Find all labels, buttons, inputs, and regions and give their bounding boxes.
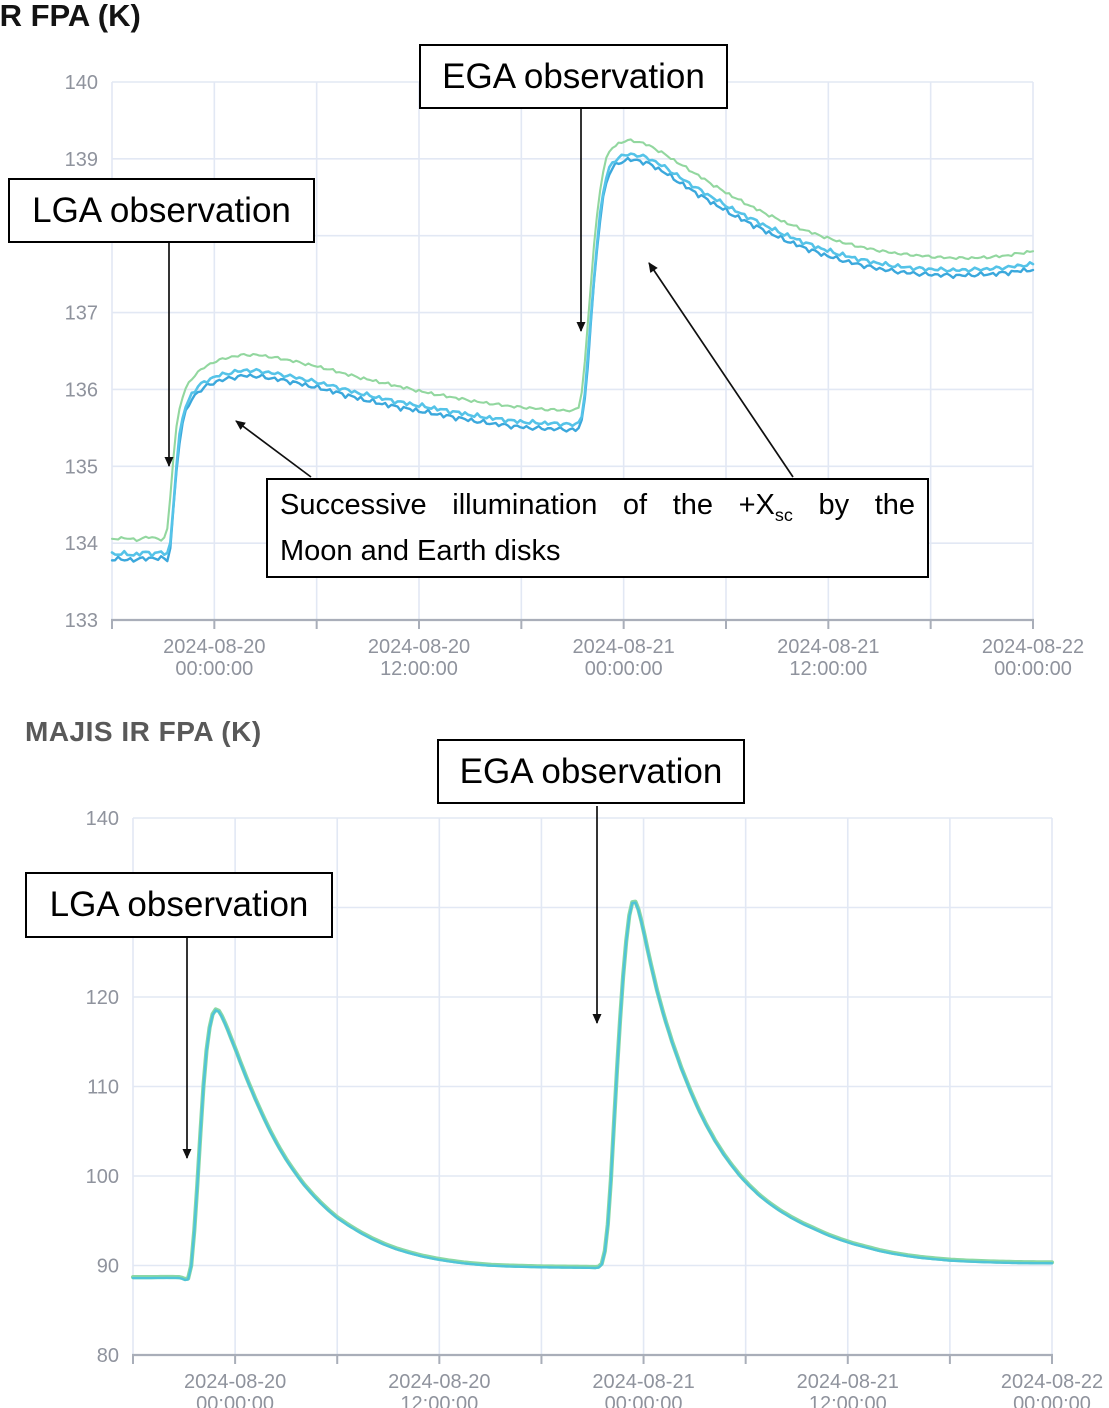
ega-observation-callout-bottom: EGA observation <box>437 739 745 804</box>
succ-line1-pre: Successive illumination of the +X <box>280 489 775 521</box>
svg-text:80: 80 <box>97 1345 119 1367</box>
svg-text:133: 133 <box>65 610 98 632</box>
svg-text:120: 120 <box>86 987 119 1009</box>
lga-observation-callout-bottom: LGA observation <box>25 872 333 938</box>
svg-text:139: 139 <box>65 149 98 171</box>
svg-text:90: 90 <box>97 1256 119 1278</box>
bottom-chart-title: MAJIS IR FPA (K) <box>25 716 262 747</box>
svg-text:100: 100 <box>86 1166 119 1188</box>
succ-line1-post: by the <box>792 489 916 521</box>
svg-text:137: 137 <box>65 303 98 325</box>
successive-illumination-line1: Successive illumination of the +Xsc by t… <box>280 482 915 528</box>
svg-text:140: 140 <box>65 72 98 94</box>
top-chart-title: IR FPA (K) <box>0 0 141 33</box>
lga-observation-callout-top: LGA observation <box>8 178 315 243</box>
svg-text:110: 110 <box>87 1077 119 1099</box>
svg-text:140: 140 <box>86 808 119 830</box>
succ-line1-subscript: sc <box>774 504 793 525</box>
svg-text:134: 134 <box>65 533 98 555</box>
ega-observation-label-top: EGA observation <box>442 56 705 96</box>
successive-illumination-line2: Moon and Earth disks <box>280 535 561 567</box>
svg-text:136: 136 <box>65 379 98 401</box>
ega-observation-callout-top: EGA observation <box>419 44 728 109</box>
ega-observation-label-bottom: EGA observation <box>459 751 723 791</box>
successive-illumination-callout: Successive illumination of the +Xsc by t… <box>266 478 929 578</box>
lga-observation-label-bottom: LGA observation <box>49 885 309 924</box>
lga-observation-label-top: LGA observation <box>32 190 291 230</box>
svg-text:135: 135 <box>65 456 98 478</box>
